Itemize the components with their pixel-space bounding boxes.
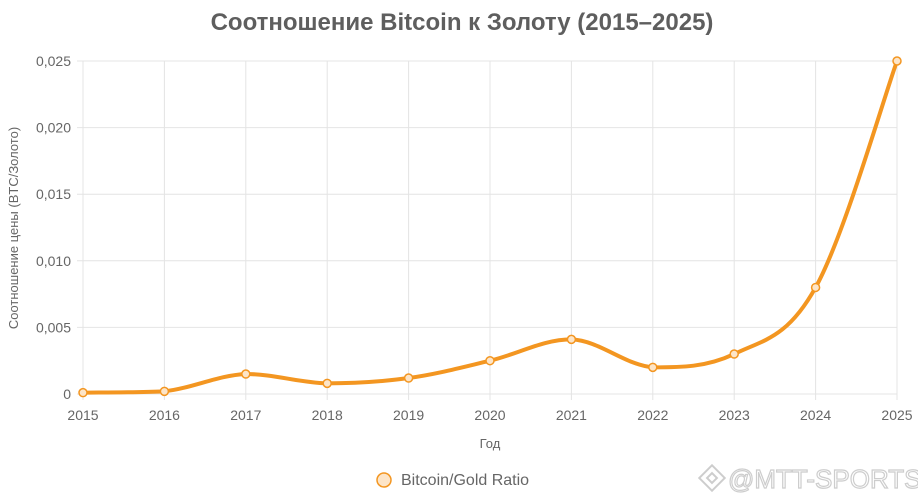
x-tick-label: 2018 [312,407,343,423]
y-axis-title: Соотношение цены (BTC/Золото) [6,127,21,329]
x-axis-title: Год [480,436,501,451]
data-point-2017[interactable] [241,369,251,379]
chart-title: Соотношение Bitcoin к Золоту (2015–2025) [211,9,714,36]
x-tick-label: 2025 [881,407,912,423]
y-tick-label: 0,010 [36,253,71,269]
legend[interactable]: Bitcoin/Gold Ratio [376,472,529,489]
legend-label[interactable]: Bitcoin/Gold Ratio [401,472,529,489]
x-tick-label: 2017 [230,407,261,423]
data-points [78,56,902,398]
legend-marker[interactable] [376,472,392,488]
data-point-2025[interactable] [892,56,902,66]
data-point-2023[interactable] [729,349,739,359]
data-point-2018[interactable] [322,378,332,389]
grid [77,60,898,400]
series-line-bitcoin-gold-ratio [81,59,899,395]
y-axis-ticks: 0 0,005 0,010 0,015 0,020 0,025 [36,53,71,402]
x-tick-label: 2020 [474,407,505,423]
x-tick-label: 2016 [149,407,180,423]
data-point-2015[interactable] [78,387,88,398]
y-tick-label: 0,005 [36,319,71,335]
x-tick-label: 2015 [67,407,98,423]
data-point-2019[interactable] [403,373,414,383]
watermark-text: @MTT-SPORTS [728,464,918,494]
x-tick-label: 2023 [719,407,750,423]
y-tick-label: 0 [63,386,71,402]
y-tick-label: 0,025 [36,53,71,69]
diamond-logo-icon [697,463,727,493]
x-axis-ticks: 2015 2016 2017 2018 2019 2020 2021 2022 2023 2024… [67,407,912,423]
x-tick-label: 2022 [637,407,668,423]
data-point-2016[interactable] [159,386,170,397]
y-tick-label: 0,015 [36,186,71,202]
watermark: @MTT-SPORTS [697,463,918,495]
y-tick-label: 0,020 [36,120,71,136]
data-point-2021[interactable] [566,334,577,345]
data-point-2022[interactable] [648,362,658,373]
x-tick-label: 2019 [393,407,424,423]
data-point-2020[interactable] [485,355,495,366]
data-point-2024[interactable] [810,282,821,293]
x-tick-label: 2024 [800,407,831,423]
x-tick-label: 2021 [556,407,587,423]
